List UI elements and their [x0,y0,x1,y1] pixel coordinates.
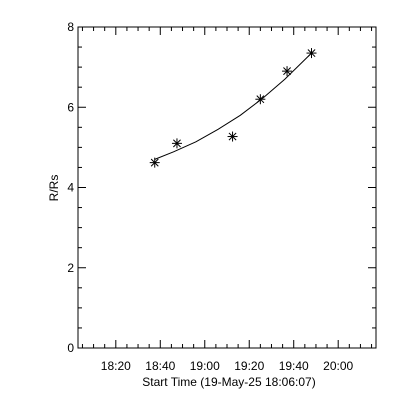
x-tick-label: 19:00 [190,359,220,373]
x-tick-label: 19:40 [279,359,309,373]
y-tick-label: 0 [67,341,74,355]
data-point-6 [306,48,317,59]
x-tick-label: 18:20 [101,359,131,373]
data-point-2 [171,138,182,149]
fit-curve [154,52,312,160]
data-points [149,48,317,168]
y-tick-label: 8 [67,20,74,34]
y-axis-ticks: 0 2 4 6 8 [67,20,376,355]
x-tick-label: 19:20 [234,359,264,373]
data-point-1 [149,157,160,168]
x-tick-label: 20:00 [323,359,353,373]
y-tick-label: 4 [67,181,74,195]
y-axis-label: R/Rs [47,175,61,202]
x-tick-label: 18:40 [145,359,175,373]
data-point-3 [227,131,238,142]
data-point-5 [282,66,293,77]
y-tick-label: 6 [67,100,74,114]
data-point-4 [255,94,266,105]
x-axis-label: Start Time (19-May-25 18:06:07) [142,375,315,389]
y-tick-label: 2 [67,261,74,275]
x-axis-ticks: 18:20 18:40 19:00 19:20 19:40 20:00 [81,27,373,373]
plot-frame [77,26,377,349]
